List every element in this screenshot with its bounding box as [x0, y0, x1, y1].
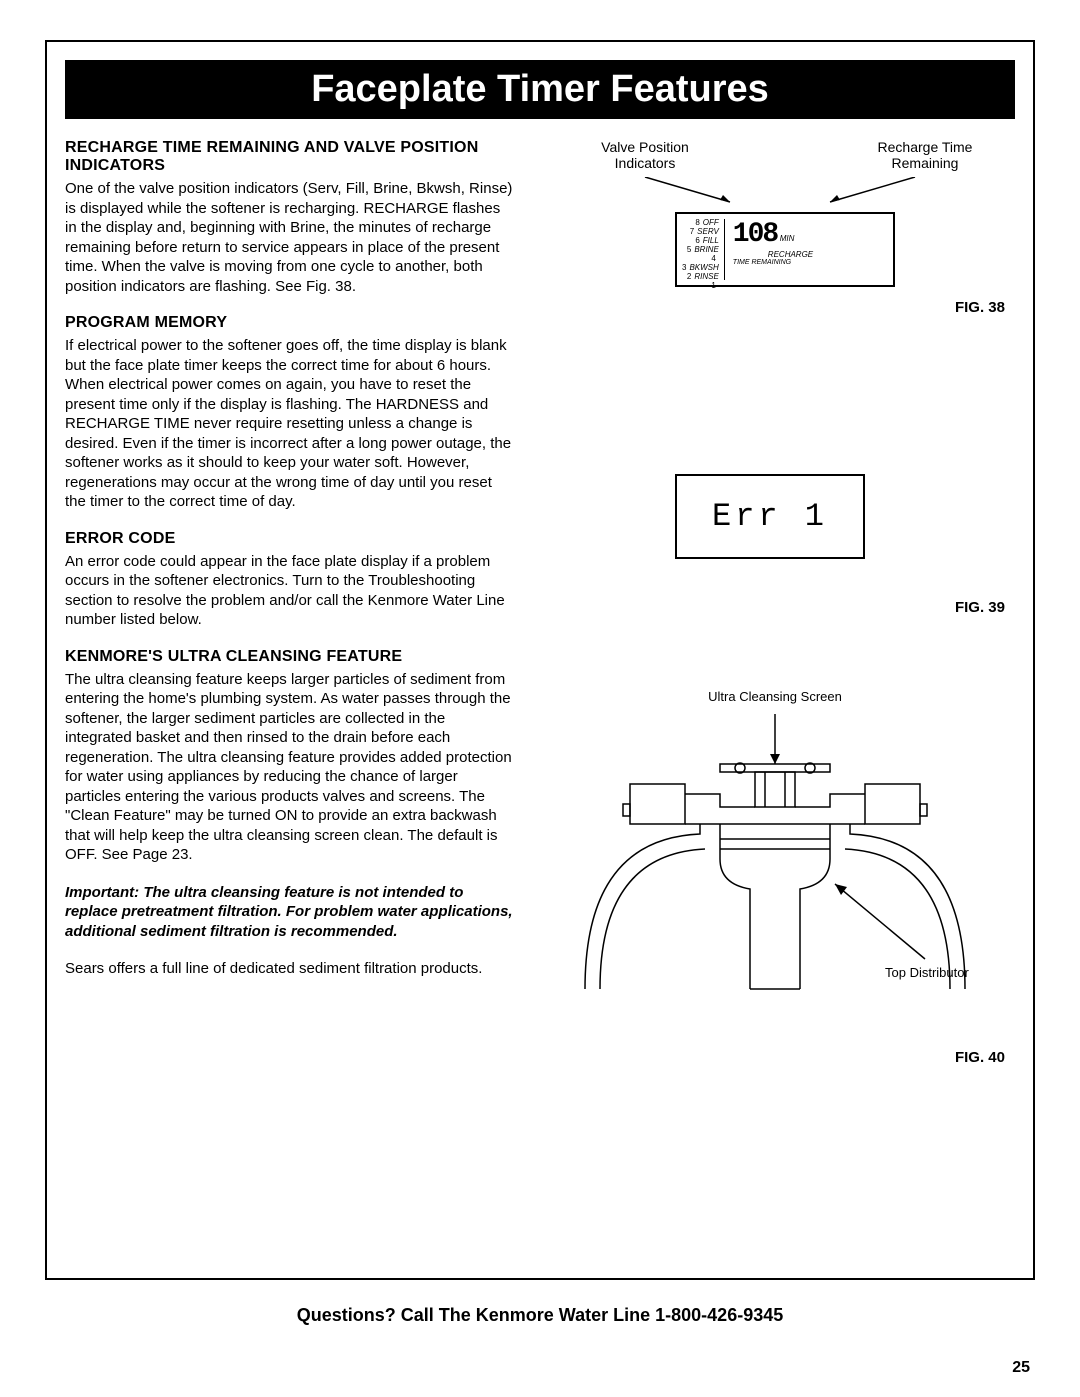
heading-program-memory: PROGRAM MEMORY: [65, 314, 515, 332]
fig38-display-box: 8OFF 7SERV 6FILL 5BRINE 4 3BKWSH 2RINSE …: [675, 212, 895, 287]
fig38-num: 4: [711, 255, 715, 263]
fig39-label: FIG. 39: [955, 599, 1005, 616]
fig38-num: 6: [695, 237, 699, 245]
page-border: Faceplate Timer Features RECHARGE TIME R…: [45, 40, 1035, 1280]
figure-38: Valve Position Indicators Recharge Time …: [575, 139, 995, 287]
fig40-screen-label: Ultra Cleansing Screen: [555, 689, 995, 704]
fig38-minutes: 108: [733, 219, 777, 250]
fig38-label-right: Recharge Time Remaining: [855, 139, 995, 171]
body-program-memory: If electrical power to the softener goes…: [65, 336, 515, 512]
fig38-time-panel: 108 MIN RECHARGE TIME REMAINING: [725, 219, 888, 280]
footer-question: Questions? Call The Kenmore Water Line 1…: [45, 1305, 1035, 1326]
body-recharge: One of the valve position indicators (Se…: [65, 179, 515, 296]
heading-ultra-cleansing: KENMORE'S ULTRA CLEANSING FEATURE: [65, 648, 515, 666]
fig38-state: RINSE: [694, 273, 718, 281]
fig38-min-label: MIN: [780, 234, 795, 243]
fig38-remaining-label: TIME REMAINING: [733, 259, 888, 266]
fig39-error-text: Err 1: [712, 498, 828, 535]
fig38-label: FIG. 38: [955, 299, 1005, 316]
heading-error-code: ERROR CODE: [65, 530, 515, 548]
page-title: Faceplate Timer Features: [311, 68, 769, 110]
figure-40: Ultra Cleansing Screen: [555, 689, 995, 1034]
figure-39-display: Err 1: [675, 474, 865, 559]
fig38-arrows-svg: [575, 177, 995, 207]
fig38-top-labels: Valve Position Indicators Recharge Time …: [575, 139, 995, 171]
fig38-recharge-label: RECHARGE: [768, 250, 888, 259]
fig38-num: 8: [695, 219, 699, 227]
fig38-state-list: 8OFF 7SERV 6FILL 5BRINE 4 3BKWSH 2RINSE …: [682, 219, 725, 280]
fig38-num: 2: [687, 273, 691, 281]
fig38-state: OFF: [703, 219, 719, 227]
body-ultra-cleansing: The ultra cleansing feature keeps larger…: [65, 670, 515, 865]
fig38-state: SERV: [697, 228, 719, 236]
fig38-num: 1: [711, 282, 715, 290]
fig38-state: BKWSH: [689, 264, 718, 272]
content-wrap: RECHARGE TIME REMAINING AND VALVE POSITI…: [65, 139, 1015, 997]
fig40-distributor-svg-label: Top Distributor: [885, 965, 969, 980]
fig38-state: FILL: [703, 237, 719, 245]
body-error-code: An error code could appear in the face p…: [65, 552, 515, 630]
important-note: Important: The ultra cleansing feature i…: [65, 883, 515, 942]
fig40-label: FIG. 40: [955, 1049, 1005, 1066]
right-column: Valve Position Indicators Recharge Time …: [535, 139, 1015, 997]
fig38-num: 7: [690, 228, 694, 236]
sears-note: Sears offers a full line of dedicated se…: [65, 959, 515, 979]
left-column: RECHARGE TIME REMAINING AND VALVE POSITI…: [65, 139, 535, 997]
fig40-diagram-svg: Top Distributor: [555, 709, 995, 1029]
fig38-label-left: Valve Position Indicators: [575, 139, 715, 171]
page-title-bar: Faceplate Timer Features: [65, 60, 1015, 119]
heading-recharge: RECHARGE TIME REMAINING AND VALVE POSITI…: [65, 139, 515, 175]
fig38-num: 5: [687, 246, 691, 254]
page-number: 25: [1012, 1359, 1030, 1377]
fig38-num: 3: [682, 264, 686, 272]
fig38-state: BRINE: [694, 246, 718, 254]
